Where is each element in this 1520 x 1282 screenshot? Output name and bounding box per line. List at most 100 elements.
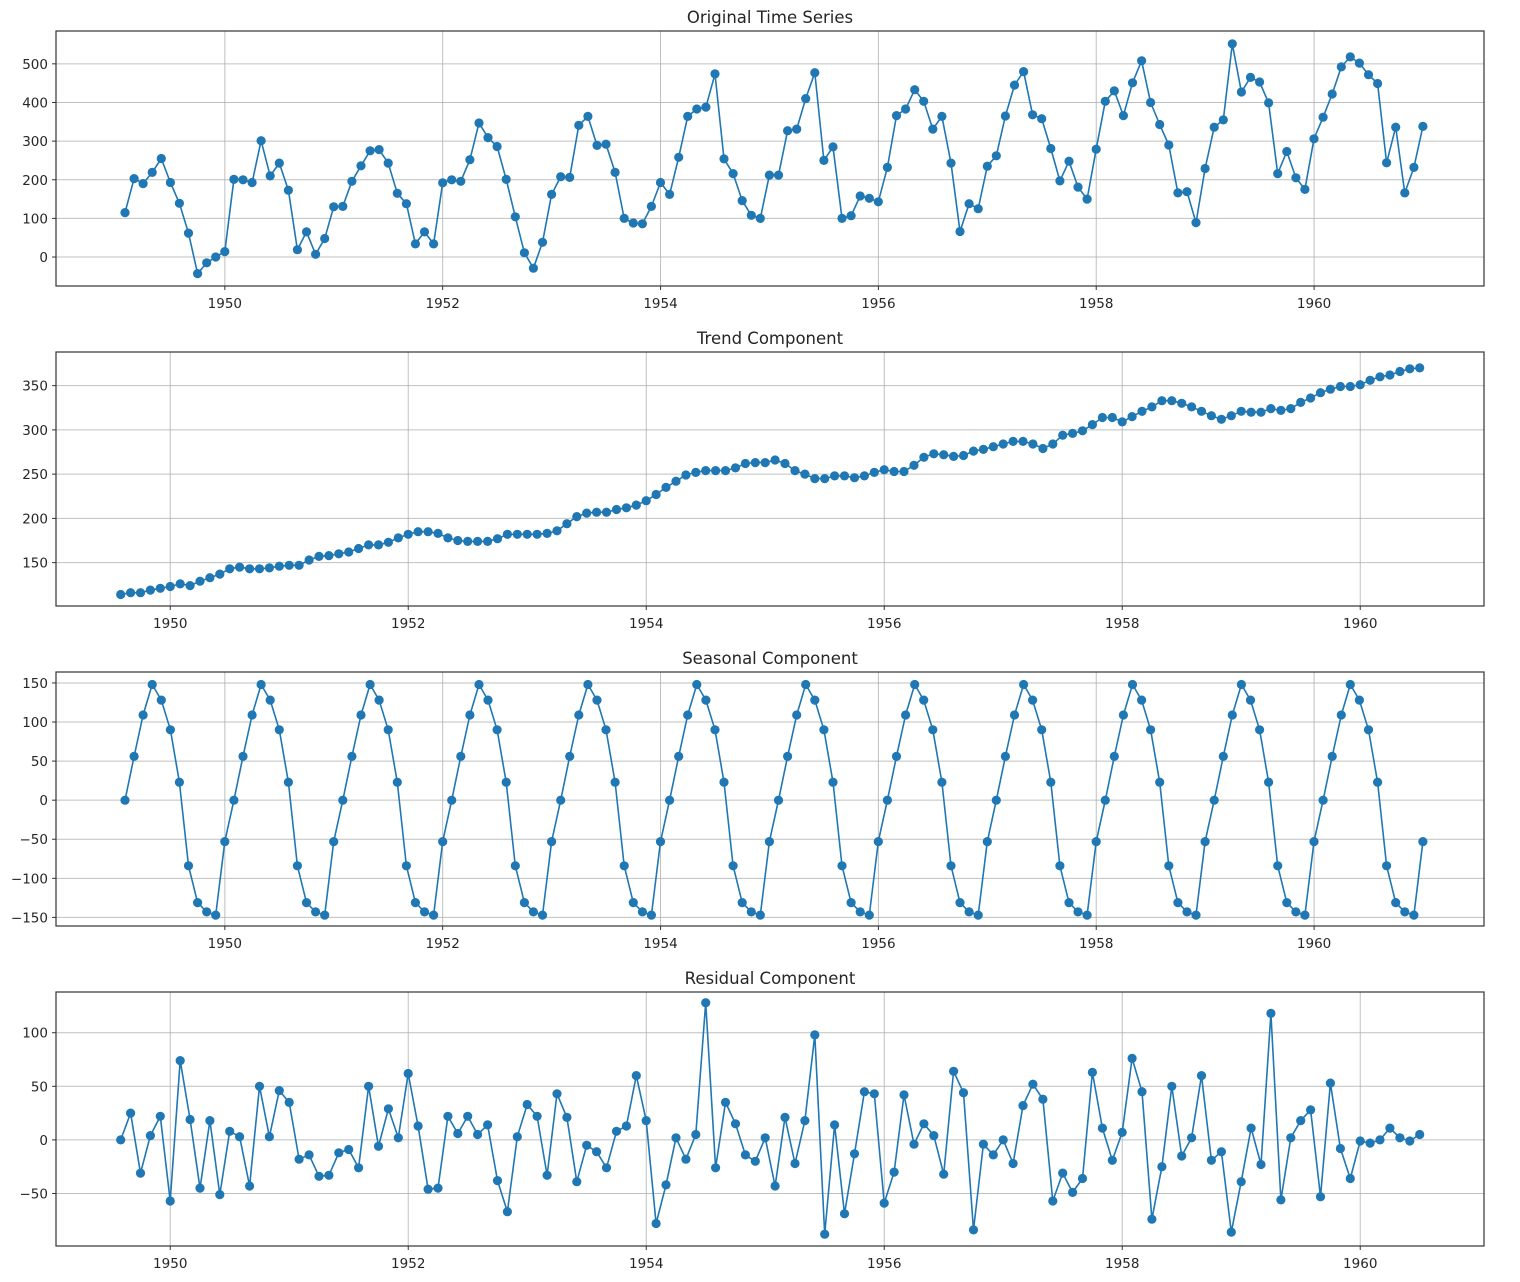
x-tick-label: 1960 <box>1343 1256 1377 1272</box>
data-point <box>1336 62 1346 72</box>
data-point <box>637 907 648 917</box>
data-point <box>1400 188 1410 198</box>
data-point <box>135 1168 146 1178</box>
x-tick-label: 1958 <box>1105 616 1139 632</box>
x-tick-label: 1956 <box>861 296 895 312</box>
data-point <box>1118 710 1128 720</box>
data-point <box>238 175 248 185</box>
data-point <box>1058 430 1068 440</box>
data-point <box>882 162 893 172</box>
data-point <box>401 199 411 209</box>
x-tick-label: 1950 <box>153 616 187 632</box>
data-point <box>254 564 265 574</box>
data-point <box>473 536 483 547</box>
data-point <box>928 725 938 735</box>
data-point <box>711 466 721 476</box>
data-point <box>839 471 850 481</box>
data-point <box>1216 1147 1226 1157</box>
y-tick-label: 100 <box>22 1026 48 1042</box>
data-point <box>1256 1159 1266 1170</box>
y-tick-label: 150 <box>22 676 48 692</box>
data-point <box>1167 396 1177 406</box>
data-point <box>701 466 711 476</box>
x-tick-label: 1954 <box>643 296 677 312</box>
data-point <box>423 527 433 537</box>
data-point <box>1264 98 1274 108</box>
data-point <box>483 536 493 547</box>
series-line <box>124 683 1424 916</box>
data-point <box>1373 78 1383 89</box>
data-point <box>502 1207 512 1217</box>
data-point <box>1196 406 1207 416</box>
data-point <box>392 777 402 787</box>
data-point <box>284 1097 294 1107</box>
data-point <box>1164 140 1174 150</box>
data-point <box>1296 397 1306 407</box>
data-point <box>383 1104 393 1114</box>
data-point <box>1395 366 1405 377</box>
data-point <box>1082 194 1092 204</box>
data-point <box>740 1150 751 1160</box>
data-point <box>1405 1136 1415 1146</box>
data-point <box>235 1132 245 1142</box>
data-point <box>770 455 780 465</box>
data-point <box>365 679 375 690</box>
data-point <box>547 837 557 847</box>
data-point <box>247 710 257 720</box>
data-point <box>1264 777 1274 787</box>
data-point <box>283 777 293 787</box>
data-point <box>958 1088 969 1098</box>
data-point <box>229 795 239 805</box>
data-point <box>810 68 820 78</box>
data-point <box>501 777 511 787</box>
y-axis: 150 200 250 300 350 <box>22 379 56 572</box>
data-point <box>1226 411 1236 421</box>
data-point <box>988 442 998 452</box>
data-point <box>1345 381 1355 392</box>
data-point <box>215 1190 225 1200</box>
data-point <box>510 861 520 871</box>
grid <box>56 352 1484 606</box>
data-point <box>683 710 693 720</box>
data-point <box>750 458 760 468</box>
axes-frame <box>55 991 1485 1247</box>
data-point <box>1255 77 1265 87</box>
data-point <box>783 126 793 136</box>
y-tick-label: 250 <box>22 467 48 483</box>
data-point <box>801 679 811 690</box>
data-point <box>393 1133 403 1143</box>
data-point <box>314 551 324 562</box>
data-point <box>701 695 711 705</box>
data-point <box>1191 910 1201 920</box>
data-point <box>760 1133 770 1143</box>
data-point <box>674 152 684 162</box>
data-point <box>1173 898 1183 908</box>
data-point <box>611 504 622 515</box>
data-point <box>528 263 539 273</box>
data-point <box>740 458 751 469</box>
data-point <box>964 907 974 917</box>
data-point <box>1325 384 1335 394</box>
data-point <box>537 237 548 247</box>
x-tick-label: 1954 <box>629 616 663 632</box>
data-point <box>910 85 920 95</box>
data-point <box>665 795 675 805</box>
data-point <box>665 189 675 199</box>
data-point <box>329 202 339 212</box>
data-point <box>582 1140 592 1150</box>
data-point <box>1395 1133 1405 1143</box>
data-point <box>229 174 239 184</box>
data-point <box>556 172 566 182</box>
data-point <box>1355 380 1365 390</box>
data-point <box>1037 114 1047 124</box>
data-point <box>138 179 148 189</box>
data-point <box>211 910 221 920</box>
data-point <box>998 1135 1008 1145</box>
data-point <box>473 1129 483 1140</box>
data-point <box>750 1156 760 1166</box>
data-point <box>403 529 413 539</box>
data-point <box>1019 67 1029 77</box>
data-point <box>1345 679 1355 690</box>
data-point <box>522 1099 532 1110</box>
data-point <box>492 1176 503 1186</box>
